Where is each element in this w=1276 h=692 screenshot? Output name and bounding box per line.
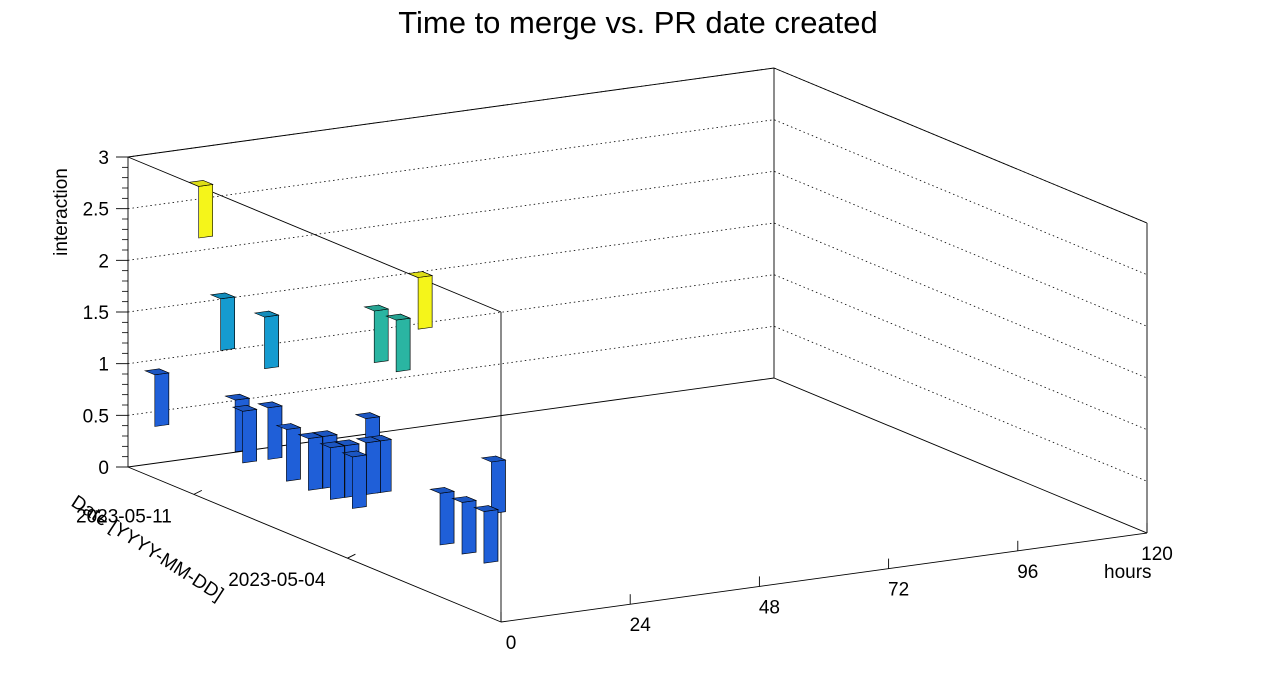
- bar-front-face: [198, 184, 213, 239]
- bar-top-face: [480, 455, 507, 463]
- bar-top-face: [257, 401, 284, 409]
- grid-line: [127, 222, 1148, 379]
- bar: [341, 450, 368, 509]
- x-tick-label: 96: [1017, 562, 1038, 583]
- z-tick-label: 2.5: [83, 200, 109, 221]
- bar: [257, 401, 284, 460]
- bar: [429, 486, 456, 546]
- grid-line: [127, 274, 1148, 431]
- frame-edge: [773, 377, 1148, 534]
- bar-front-face: [264, 314, 279, 370]
- bar-top-face: [385, 313, 412, 321]
- bar-front-face: [154, 372, 170, 427]
- frame-edge: [500, 532, 1148, 623]
- z-tick-label: 0.5: [83, 406, 109, 427]
- grid-line: [127, 119, 1148, 276]
- frame-edge: [127, 67, 775, 158]
- bar-top-face: [334, 439, 361, 447]
- bar: [473, 505, 500, 564]
- y-tick-label: 2023-05-04: [228, 570, 326, 591]
- bar: [363, 304, 390, 363]
- tick-marks: 0 0.5 1 1.5 2 2.5 3 0 24 48 72 96 120 2023-05-11 2023-…: [76, 148, 1173, 654]
- bar-top-face: [354, 412, 381, 419]
- z-tick-label: 3: [98, 148, 109, 169]
- bar-top-face: [473, 505, 500, 512]
- bar-top-face: [297, 432, 324, 439]
- bar: [253, 310, 280, 370]
- bar: [451, 496, 478, 555]
- bar: [297, 432, 324, 491]
- bar-front-face: [267, 405, 283, 460]
- bar-top-face: [187, 180, 214, 187]
- bar-front-face: [286, 427, 301, 482]
- z-tick-label: 1: [98, 355, 109, 376]
- bar-front-face: [439, 491, 455, 546]
- z-tick-label: 2: [98, 251, 109, 272]
- bar-front-face: [329, 445, 345, 500]
- x-tick-label: 120: [1141, 544, 1173, 565]
- chart-title: Time to merge vs. PR date created: [398, 5, 878, 40]
- bar-front-face: [483, 509, 499, 564]
- bar: [319, 441, 346, 500]
- bar: [385, 313, 412, 373]
- bars: [143, 179, 507, 564]
- bar-front-face: [461, 500, 477, 555]
- frame-edge: [127, 156, 502, 313]
- x-axis-label: hours: [1104, 562, 1152, 583]
- x-tick-label: 48: [759, 597, 780, 618]
- z-tick-label: 1.5: [83, 303, 109, 324]
- bar-front-face: [351, 454, 367, 509]
- bar: [480, 455, 507, 514]
- bar-front-face: [366, 440, 381, 495]
- bar-top-face: [231, 404, 258, 412]
- bar-front-face: [491, 459, 506, 514]
- bar-front-face: [373, 308, 389, 363]
- bar-top-face: [451, 496, 478, 503]
- z-tick-label: 0: [98, 458, 109, 479]
- bar-top-face: [319, 441, 346, 449]
- bar-top-face: [407, 271, 434, 278]
- frame-edge: [127, 377, 775, 468]
- bar: [143, 368, 170, 427]
- bar-front-face: [220, 296, 235, 351]
- bar-top-face: [143, 368, 170, 376]
- bar-top-face: [429, 487, 456, 494]
- bar-front-face: [417, 275, 433, 330]
- grid-line: [127, 170, 1148, 327]
- z-axis-label: interaction: [51, 168, 72, 256]
- bar: [209, 292, 236, 351]
- bar-top-face: [224, 393, 251, 401]
- bar-top-face: [355, 436, 382, 444]
- bar-front-face: [395, 317, 411, 373]
- frame-edge: [127, 466, 502, 623]
- grid-line: [127, 325, 1148, 482]
- grid-line: [127, 67, 1148, 224]
- bar-front-face: [308, 436, 323, 491]
- bar-top-face: [363, 304, 390, 312]
- bar-top-face: [341, 450, 368, 458]
- bar-top-face: [209, 292, 236, 300]
- axis-frame: [127, 67, 1148, 623]
- labels: Time to merge vs. PR date created intera…: [51, 5, 1152, 605]
- y-tick: [347, 553, 356, 559]
- frame-edge: [773, 67, 1148, 224]
- bar: [231, 404, 258, 464]
- bar-top-face: [275, 423, 302, 430]
- x-tick-label: 0: [506, 633, 517, 654]
- bar-top-face: [253, 310, 280, 318]
- bar-front-face: [242, 408, 257, 464]
- y-tick-label: 2023-05-11: [76, 506, 172, 527]
- bar: [407, 271, 434, 330]
- x-tick-label: 72: [888, 580, 909, 601]
- x-tick-label: 24: [630, 615, 652, 636]
- bar: [275, 423, 302, 482]
- y-tick: [193, 489, 203, 495]
- bar: [187, 179, 214, 239]
